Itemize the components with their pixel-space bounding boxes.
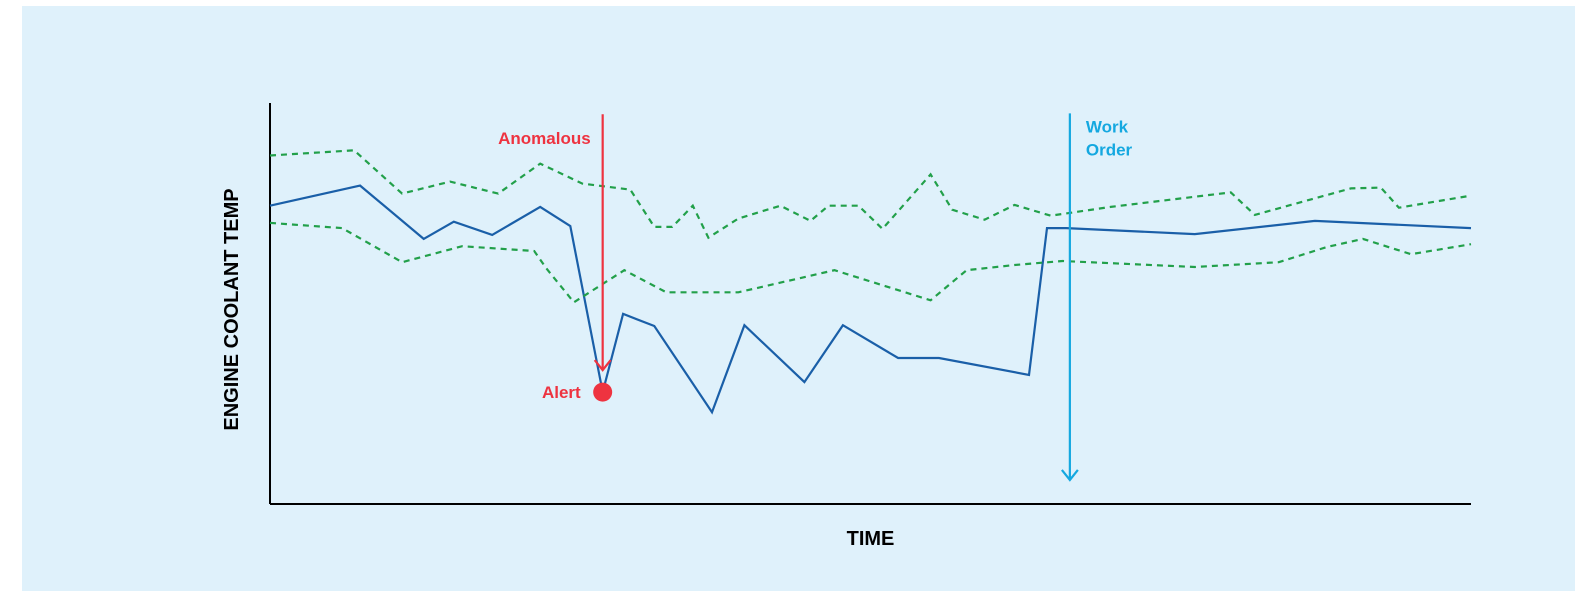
anomalous-arrow-head (593, 359, 612, 372)
plot-area: Anomalous Alert Work Order (269, 103, 1472, 505)
work-order-label-line: Order (1086, 140, 1133, 159)
x-axis-title: TIME (847, 528, 895, 550)
y-axis-title: ENGINE COOLANT TEMP (221, 188, 243, 430)
annotation-layer: Anomalous Alert Work Order (498, 113, 1133, 482)
anomalous-label: Anomalous (498, 129, 591, 148)
signal-line (269, 184, 1472, 415)
work-order-arrow-head (1061, 469, 1079, 482)
work-order-label-line: Work (1086, 117, 1129, 136)
series-layer (269, 149, 1472, 415)
chart-panel: Anomalous Alert Work Order TIME ENGINE COOL… (22, 6, 1575, 591)
lower-band-line (269, 221, 1472, 304)
alert-label: Alert (542, 383, 581, 402)
coolant-temp-chart: Anomalous Alert Work Order TIME ENGINE COOL… (221, 103, 1472, 550)
upper-band-line (269, 149, 1472, 240)
alert-marker (593, 382, 613, 402)
